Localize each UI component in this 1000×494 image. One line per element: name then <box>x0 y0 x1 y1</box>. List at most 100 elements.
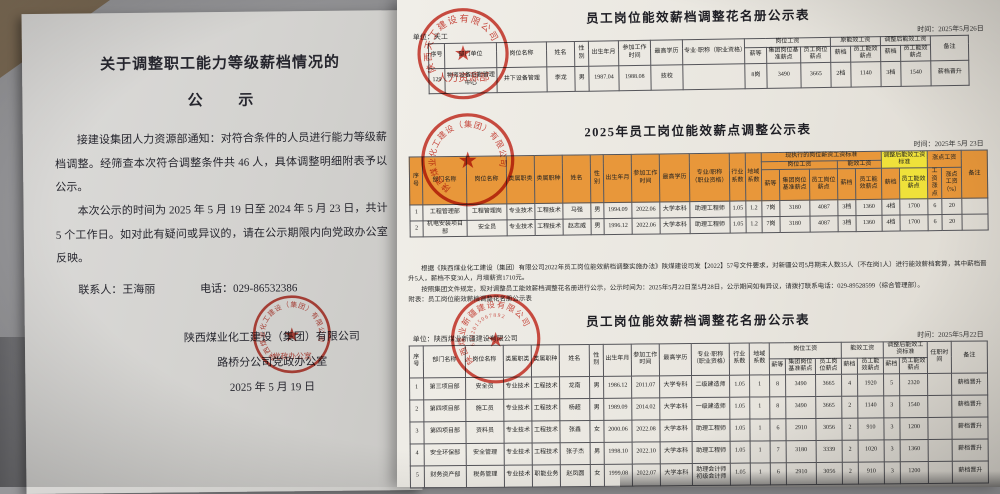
th-tier: 薪档 <box>830 45 851 62</box>
table-cell <box>682 63 746 90</box>
table-cell: 工程技术 <box>534 219 564 236</box>
table-cell: 1140 <box>857 395 884 418</box>
table-cell: 2320 <box>899 373 928 396</box>
table-cell: 张鑫 <box>559 420 591 443</box>
table-cell: 3档 <box>880 60 902 87</box>
table-cell: 3 <box>883 417 901 440</box>
table-cell: 杨超 <box>559 398 590 421</box>
table-cell: 7岗 <box>761 200 780 217</box>
th-base-point: 集团岗位基准薪点 <box>766 46 801 63</box>
table-cell: 2011.07 <box>631 375 660 398</box>
th-edu: 最高学历 <box>659 343 692 376</box>
table-cell: 1986.12 <box>603 375 632 398</box>
th-birth: 出生年月 <box>603 154 632 203</box>
table-cell: 1998.10 <box>604 441 633 464</box>
table-cell: 大学本科 <box>660 441 693 464</box>
table3-title: 员工岗位能效薪档调整花名册公示表 <box>585 312 811 329</box>
th-group-raise: 涨点工资 <box>927 150 962 168</box>
table-cell: 2 <box>842 439 859 462</box>
table-cell: 6 <box>769 418 787 441</box>
table-cell: 1.2 <box>745 200 762 217</box>
table-cell: 3056 <box>815 417 843 441</box>
table-cell: 2 <box>841 417 859 440</box>
table-cell: 助理工程师 <box>689 217 731 234</box>
th-region-coef: 地域系数 <box>749 342 770 375</box>
roster-table-top: 序号 部门单位 岗位名称 姓名 性别 出生年月 参加工作时间 最高学历 专业·职… <box>428 35 970 94</box>
table-cell: 1.05 <box>729 374 750 397</box>
table-cell: 4087 <box>809 199 838 217</box>
th-emp-point: 员工岗位薪点 <box>809 168 838 201</box>
table-cell <box>927 372 952 396</box>
th-post: 岗位名称 <box>496 41 547 68</box>
table-cell: 1360 <box>855 199 882 216</box>
table-cell: 薪档晋升 <box>951 416 989 439</box>
th-seq: 序号 <box>409 345 424 378</box>
th-eff-point: 员工能效薪点 <box>857 357 884 374</box>
th-birth: 出生年月 <box>603 343 632 376</box>
th-start: 参加工作时间 <box>618 40 651 66</box>
signature-dept: 路桥分公司党政办公室 <box>217 356 328 370</box>
table-cell: 男 <box>590 218 605 235</box>
table-cell: 2022.10 <box>632 441 661 464</box>
table-cell: 8 <box>769 396 786 419</box>
table-cell: 3665 <box>815 373 842 397</box>
table-cell: 安全员 <box>466 219 508 237</box>
table-cell <box>961 213 989 231</box>
th-name: 姓名 <box>562 154 591 204</box>
table-cell: 2022.06 <box>631 217 661 235</box>
th-emp-point: 员工岗位薪点 <box>815 357 842 375</box>
table-cell: 3档 <box>837 215 857 232</box>
th-grade: 薪等 <box>769 358 786 375</box>
table-cell: 工程技术 <box>531 398 560 421</box>
table-cell: 3665 <box>815 395 842 419</box>
th-start: 参加工作时间 <box>631 153 660 203</box>
th-remark: 备注 <box>930 35 969 61</box>
th-industry-coef: 行业系数 <box>729 342 750 375</box>
table-cell: 129 <box>428 67 446 94</box>
notice-document: 关于调整职工能力等级薪档情况的 公 示 接建设集团人力资源部通知：对符合条件的人… <box>21 9 423 494</box>
intro-text: 根据《陕西煤业化工建设（集团）有限公司2022年员工岗位能效薪档调整实施办法》陕… <box>408 259 987 306</box>
th-edu: 最高学历 <box>650 39 683 65</box>
table1-unit: 单位：天工 <box>412 32 448 42</box>
table-cell: 3 <box>883 395 900 418</box>
th-birth: 出生年月 <box>588 40 619 66</box>
th-dept: 部门名称 <box>423 345 466 378</box>
roster-section-1: 员工岗位能效薪档调整花名册公示表 单位：天工 时间：2025年5月26日 序号 … <box>404 1 992 100</box>
table-cell: 20 <box>941 198 962 215</box>
table-cell: 8 <box>769 374 786 397</box>
table-cell: 1700 <box>899 198 928 216</box>
notice-contact-line: 联系人：王海丽 电话：029-86532386 <box>56 278 388 297</box>
table-cell: 男 <box>590 441 605 465</box>
th-grade: 薪等 <box>761 169 780 201</box>
th-raise-point: 工资涨点 <box>927 167 942 199</box>
th-major: 专业·职称（职业资格） <box>691 342 730 376</box>
th-tenure-time: 任职时间 <box>927 340 952 374</box>
table-cell: 大学专科 <box>659 375 692 398</box>
table-cell: 1989.09 <box>603 397 632 420</box>
table-cell <box>927 416 953 440</box>
table-cell: 专业技术 <box>503 398 532 421</box>
table-cell: 女 <box>590 463 605 487</box>
table-cell: 专业技术 <box>504 464 533 487</box>
th-tier: 薪档 <box>837 168 856 200</box>
table-cell: 1.05 <box>729 418 751 441</box>
table-cell: 6 <box>927 198 942 215</box>
th-remark: 备注 <box>951 340 988 373</box>
table-cell: 1 <box>409 204 423 222</box>
table-cell: 3339 <box>816 439 843 463</box>
table-cell: 2014.02 <box>631 397 660 420</box>
th-sex: 性别 <box>590 154 604 203</box>
table-cell: 助理工程师 <box>691 418 731 442</box>
th-post: 岗位名称 <box>465 344 504 378</box>
table-cell: 女 <box>589 419 605 443</box>
table-cell: 2 <box>841 395 858 418</box>
table-cell: 7 <box>770 440 787 463</box>
th-group-eff-wage: 能效工资 <box>841 341 884 358</box>
contact-phone: 电话：029-86532386 <box>200 282 298 296</box>
table-cell: 专业技术 <box>506 203 535 220</box>
table-cell: 李龙 <box>546 65 576 92</box>
table-cell: 1.05 <box>729 396 750 419</box>
table3-unit: 单位：陕西煤业新疆建设有限公司 <box>412 334 518 344</box>
th-eff-point: 员工能效薪点 <box>900 44 931 61</box>
table-cell: 第三项目部 <box>423 377 466 400</box>
